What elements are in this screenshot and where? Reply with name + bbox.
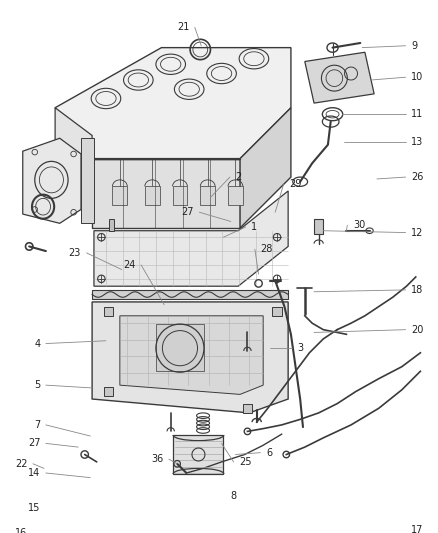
Text: 20: 20: [410, 325, 423, 335]
Polygon shape: [81, 138, 94, 223]
Text: 27: 27: [181, 207, 194, 217]
Text: 27: 27: [28, 439, 40, 448]
Text: 23: 23: [68, 248, 81, 258]
Text: 18: 18: [410, 285, 422, 295]
Text: 12: 12: [410, 228, 423, 238]
Text: 4: 4: [34, 338, 40, 349]
Polygon shape: [172, 187, 187, 205]
Text: 30: 30: [352, 220, 364, 230]
Polygon shape: [240, 108, 290, 228]
Polygon shape: [104, 387, 113, 396]
Text: 10: 10: [410, 72, 422, 82]
Text: 29: 29: [288, 180, 301, 190]
Text: 1: 1: [251, 222, 257, 232]
Text: 24: 24: [123, 260, 135, 270]
Text: 9: 9: [410, 41, 416, 51]
Text: 16: 16: [15, 528, 27, 533]
Text: 15: 15: [28, 503, 40, 513]
Text: 26: 26: [410, 172, 423, 182]
Polygon shape: [94, 191, 287, 286]
Text: 36: 36: [151, 454, 163, 464]
Polygon shape: [155, 324, 204, 372]
Text: 13: 13: [410, 137, 422, 147]
Polygon shape: [145, 187, 159, 205]
Polygon shape: [23, 138, 81, 223]
Polygon shape: [55, 108, 92, 209]
Polygon shape: [304, 52, 373, 103]
Text: 8: 8: [230, 491, 237, 501]
Text: 11: 11: [410, 109, 422, 119]
Text: 25: 25: [239, 457, 251, 467]
Polygon shape: [313, 219, 322, 235]
Polygon shape: [227, 187, 242, 205]
Polygon shape: [272, 306, 281, 316]
Polygon shape: [173, 435, 223, 474]
Text: 7: 7: [34, 420, 40, 430]
Polygon shape: [92, 302, 287, 413]
Polygon shape: [92, 159, 240, 228]
Text: 28: 28: [260, 244, 272, 254]
Text: 22: 22: [15, 459, 27, 469]
Text: 5: 5: [34, 380, 40, 390]
Text: 2: 2: [235, 172, 241, 182]
Polygon shape: [55, 47, 290, 159]
Text: 3: 3: [297, 343, 303, 353]
Polygon shape: [120, 316, 262, 394]
Polygon shape: [200, 187, 215, 205]
Polygon shape: [109, 219, 114, 231]
Text: 14: 14: [28, 468, 40, 478]
Text: 6: 6: [265, 448, 272, 458]
Text: 21: 21: [177, 22, 189, 33]
Polygon shape: [112, 187, 127, 205]
Polygon shape: [92, 290, 287, 299]
Polygon shape: [104, 306, 113, 316]
Polygon shape: [242, 403, 251, 413]
Text: 17: 17: [410, 526, 423, 533]
